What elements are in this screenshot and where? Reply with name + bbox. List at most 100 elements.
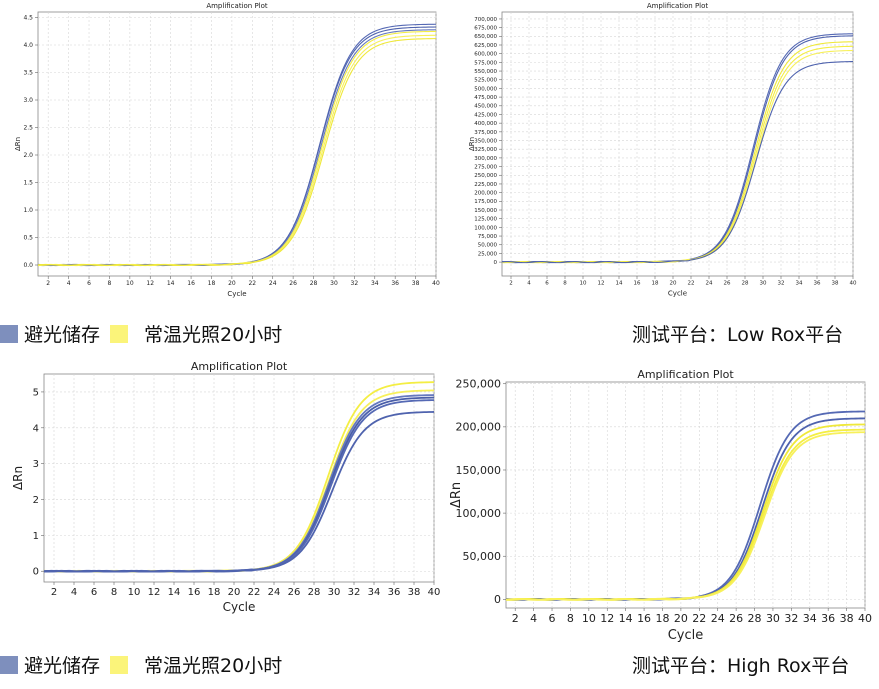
amplification-chart-bottom-right: Amplification Plot 2 4 6 8 10 12 14 16 18 20 22 24 26… <box>449 352 879 650</box>
y-tick-label: 100,000 <box>474 225 497 231</box>
y-tick-label: 150,000 <box>474 208 497 214</box>
y-tick-label: 375,000 <box>474 130 497 136</box>
y-tick-label: 425,000 <box>474 112 497 118</box>
x-tick-label: 6 <box>545 281 549 287</box>
plot-area <box>505 381 866 609</box>
x-tick-label: 28 <box>308 587 321 598</box>
y-tick-label: 50,000 <box>463 550 502 563</box>
x-tick-label: 22 <box>248 587 261 598</box>
x-tick-label: 40 <box>858 612 872 625</box>
x-tick-label: 12 <box>148 587 161 598</box>
x-tick-label: 32 <box>784 612 798 625</box>
amplification-chart-bottom-left: Amplification Plot 2 4 6 8 10 12 14 16 18 20 22 24 26… <box>0 352 440 642</box>
x-tick-label: 20 <box>228 280 236 287</box>
x-tick-label: 8 <box>563 281 567 287</box>
x-tick-label: 14 <box>619 612 633 625</box>
x-tick-label: 8 <box>567 612 574 625</box>
y-tick-label: 200,000 <box>474 191 497 197</box>
x-tick-label: 26 <box>724 281 731 287</box>
x-tick-label: 12 <box>598 281 605 287</box>
y-tick-label: 400,000 <box>474 121 497 127</box>
amplification-curve-dark <box>501 61 854 264</box>
plot-area <box>43 373 435 583</box>
x-tick-label: 30 <box>328 587 341 598</box>
y-tick-label: 625,000 <box>474 43 497 49</box>
x-tick-label: 40 <box>850 281 857 287</box>
x-tick-label: 34 <box>371 280 379 287</box>
x-tick-label: 22 <box>688 281 695 287</box>
x-tick-label: 18 <box>208 587 221 598</box>
x-tick-label: 38 <box>412 280 420 287</box>
y-tick-label: 475,000 <box>474 95 497 101</box>
x-tick-label: 8 <box>111 587 117 598</box>
x-tick-label: 2 <box>46 280 50 287</box>
x-tick-label: 32 <box>778 281 785 287</box>
x-tick-label: 22 <box>248 280 256 287</box>
x-tick-label: 20 <box>674 612 688 625</box>
legend-dark-swatch <box>0 324 18 343</box>
chart-title: Amplification Plot <box>647 2 709 10</box>
y-tick-label: 250,000 <box>474 173 497 179</box>
x-tick-label: 24 <box>269 280 277 287</box>
x-tick-label: 20 <box>670 281 677 287</box>
x-tick-label: 6 <box>87 280 91 287</box>
legend-row-top: 避光储存 常温光照20小时 <box>0 320 282 347</box>
y-tick-label: 575,000 <box>474 60 497 66</box>
x-tick-label: 26 <box>288 587 301 598</box>
x-tick-label: 34 <box>796 281 803 287</box>
legend-dark-label: 避光储存 <box>24 655 101 677</box>
y-tick-label: 1.5 <box>23 180 33 187</box>
y-tick-label: 150,000 <box>456 464 502 477</box>
x-tick-label: 30 <box>330 280 338 287</box>
y-tick-label: 4.5 <box>23 15 33 22</box>
chart-title: Amplification Plot <box>206 2 268 10</box>
x-tick-label: 4 <box>67 280 71 287</box>
x-tick-label: 2 <box>512 612 519 625</box>
y-tick-label: 325,000 <box>474 147 497 153</box>
amplification-curve-dark <box>43 411 435 573</box>
x-tick-label: 24 <box>268 587 281 598</box>
x-tick-label: 18 <box>652 281 659 287</box>
x-tick-label: 22 <box>692 612 706 625</box>
x-tick-label: 14 <box>168 587 181 598</box>
amplification-curve-light <box>505 431 866 601</box>
y-tick-label: 250,000 <box>456 378 502 391</box>
x-tick-label: 12 <box>600 612 614 625</box>
legend-dark-swatch <box>0 655 18 674</box>
amplification-chart-top-right: Amplification Plot 2 4 6 8 10 12 14 16 18 20 22 24 26… <box>466 0 879 310</box>
x-tick-label: 30 <box>766 612 780 625</box>
x-tick-label: 4 <box>530 612 537 625</box>
x-tick-label: 26 <box>289 280 297 287</box>
y-tick-label: 5 <box>33 387 39 398</box>
x-tick-label: 4 <box>71 587 77 598</box>
y-tick-label: 3.0 <box>23 97 33 104</box>
x-tick-label: 26 <box>729 612 743 625</box>
x-tick-label: 36 <box>821 612 835 625</box>
y-tick-label: 2.0 <box>23 152 33 159</box>
y-axis-label: ΔRn <box>11 466 25 490</box>
x-tick-label: 10 <box>126 280 134 287</box>
x-tick-label: 28 <box>742 281 749 287</box>
legend-row-bottom: 避光储存 常温光照20小时 <box>0 651 282 678</box>
x-tick-label: 4 <box>527 281 531 287</box>
x-tick-label: 12 <box>146 280 154 287</box>
x-tick-label: 18 <box>655 612 669 625</box>
y-tick-label: 1 <box>33 531 39 542</box>
y-tick-label: 500,000 <box>474 86 497 92</box>
x-axis-label: Cycle <box>223 600 256 614</box>
x-tick-label: 32 <box>351 280 359 287</box>
amplification-curve-light <box>37 38 437 267</box>
x-tick-label: 14 <box>167 280 175 287</box>
y-tick-label: 550,000 <box>474 69 497 75</box>
y-tick-label: 125,000 <box>474 217 497 223</box>
y-tick-label: 200,000 <box>456 421 502 434</box>
y-tick-label: 75,000 <box>478 234 498 240</box>
y-tick-label: 0 <box>494 260 498 266</box>
y-tick-label: 50,000 <box>478 243 498 249</box>
y-tick-label: 0 <box>494 593 501 606</box>
y-tick-label: 0.0 <box>23 262 33 269</box>
x-tick-label: 10 <box>580 281 587 287</box>
